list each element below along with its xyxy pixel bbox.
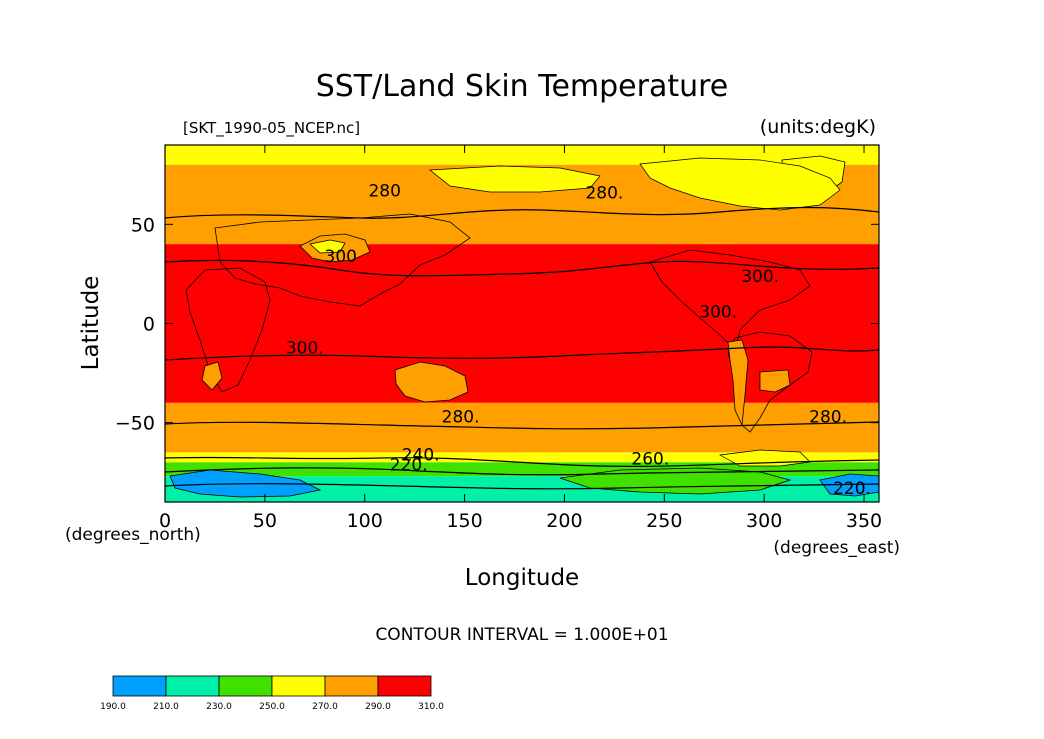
contour-label: 280 — [368, 182, 400, 202]
temperature-band — [165, 452, 879, 463]
siberia-cold-region — [429, 165, 601, 193]
subtitle-left: [SKT_1990-05_NCEP.nc] — [183, 119, 360, 138]
contour-label: 260. — [631, 449, 669, 469]
contour-280-south — [165, 421, 879, 430]
colorbar-label: 250.0 — [259, 702, 285, 712]
colorbar-label: 270.0 — [312, 702, 338, 712]
contour-label: 240. — [402, 445, 440, 465]
colorbar-swatch — [324, 675, 379, 697]
contour-label: 280. — [585, 184, 623, 204]
contour-label: 300. — [699, 303, 737, 323]
australia-shape — [394, 361, 469, 403]
x-units-label: (degrees_east) — [773, 538, 900, 558]
contour-300-south — [165, 346, 879, 361]
contour-label: 220. — [833, 479, 871, 499]
colorbar-label: 210.0 — [153, 702, 179, 712]
contour-label: 300. — [741, 267, 779, 287]
subtitle-right: (units:degK) — [760, 116, 876, 138]
y-tick-label: 0 — [143, 314, 155, 336]
y-tick-label: 50 — [131, 214, 155, 236]
colorbar-label: 190.0 — [100, 702, 126, 712]
colorbar-label: 230.0 — [206, 702, 232, 712]
contour-label: 300. — [286, 338, 324, 358]
tibet-coldest-region — [309, 239, 346, 254]
colorbar-label: 310.0 — [418, 702, 444, 712]
africa-shape — [185, 267, 271, 393]
colorbar: 190.0 210.0 230.0 250.0 270.0 290.0 310.0 — [100, 675, 444, 712]
contour-label: 300 — [325, 247, 357, 267]
x-tick-label: 0 — [159, 510, 171, 532]
axis-ticks: 0 50 100 150 200 250 300 350 50 0 −50 — [115, 145, 882, 532]
colorbar-swatch — [271, 675, 326, 697]
contour-label: 280. — [442, 408, 480, 428]
colorbar-swatch — [377, 675, 432, 697]
x-tick-label: 150 — [446, 510, 482, 532]
colorbar-swatch — [165, 675, 220, 697]
madagascar-shape — [201, 361, 223, 391]
x-tick-label: 350 — [846, 510, 882, 532]
x-tick-label: 300 — [746, 510, 782, 532]
patagonia-shape — [759, 369, 791, 393]
chart-title: SST/Land Skin Temperature — [316, 69, 729, 104]
contour-260-south — [165, 456, 879, 467]
y-tick-label: −50 — [115, 413, 155, 435]
contour-280-north — [165, 206, 879, 219]
x-tick-label: 50 — [253, 510, 277, 532]
contour-label: 280. — [809, 408, 847, 428]
y-axis-title: Latitude — [78, 276, 104, 371]
colorbar-swatch — [112, 675, 167, 697]
contour-lines — [165, 206, 879, 490]
colorbar-label: 290.0 — [365, 702, 391, 712]
x-tick-label: 250 — [646, 510, 682, 532]
contour-240-south — [165, 467, 879, 476]
contour-220-south — [165, 483, 879, 490]
x-tick-label: 200 — [546, 510, 582, 532]
y-units-label: (degrees_north) — [65, 525, 201, 545]
x-axis-title: Longitude — [465, 565, 579, 591]
contour-label: 220. — [390, 455, 428, 475]
contour-300-north — [165, 259, 879, 277]
north-america-shape — [649, 249, 811, 351]
colorbar-swatch — [218, 675, 273, 697]
contour-interval-note: CONTOUR INTERVAL = 1.000E+01 — [375, 625, 668, 645]
land-overlay — [169, 155, 879, 498]
arctic-north-america-region — [639, 157, 841, 211]
x-tick-label: 100 — [347, 510, 383, 532]
